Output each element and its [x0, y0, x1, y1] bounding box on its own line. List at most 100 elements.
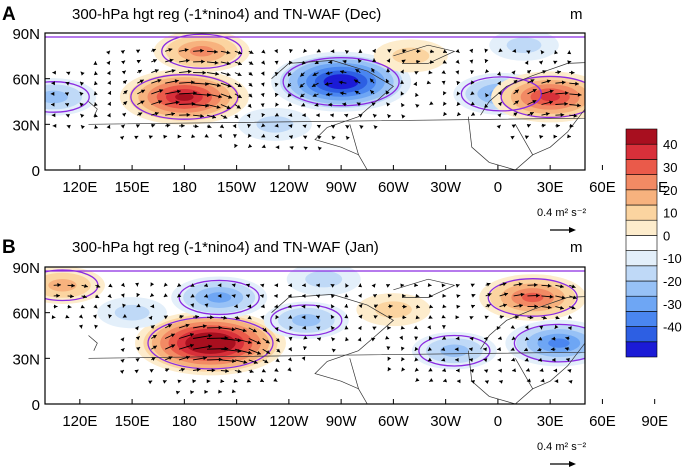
- flux-vector-head: [400, 91, 405, 96]
- flux-vector-head: [373, 114, 377, 118]
- flux-vector-head: [260, 315, 265, 320]
- flux-vector-head: [274, 368, 279, 372]
- flux-vector-head: [65, 114, 70, 118]
- flux-vector-head: [136, 292, 141, 297]
- flux-vector-head: [575, 81, 579, 86]
- flux-vector-head: [388, 315, 393, 320]
- flux-vector-head: [316, 305, 321, 309]
- flux-vector-head: [120, 282, 125, 287]
- significance-contour: [487, 278, 578, 317]
- flux-vector-head: [456, 80, 461, 85]
- flux-vector-head: [400, 80, 405, 84]
- coastline: [271, 60, 394, 156]
- flux-vector-head: [385, 335, 390, 340]
- flux-vector-head: [316, 326, 321, 331]
- flux-vector-head: [204, 283, 208, 288]
- flux-vector-head: [426, 80, 431, 85]
- panel-a-field: [45, 33, 585, 170]
- flux-vector-head: [571, 305, 576, 310]
- flux-vector-head: [331, 304, 335, 309]
- flux-vector-head: [568, 380, 573, 384]
- anomaly-contour-35: [175, 92, 194, 101]
- flux-vector-head: [524, 357, 529, 362]
- colorbar-tick-label: -40: [663, 320, 682, 335]
- flux-vector-head: [340, 70, 344, 74]
- y-tick-label: 60N: [12, 306, 40, 323]
- flux-vector-head: [260, 294, 264, 299]
- flux-vector-head: [200, 114, 204, 118]
- flux-vector-head: [234, 304, 238, 309]
- flux-vector-head: [372, 294, 377, 298]
- flux-vector-head: [344, 314, 349, 319]
- flux-vector-head: [231, 327, 236, 332]
- flux-vector-head: [496, 326, 501, 330]
- flux-vector-head: [511, 357, 516, 362]
- coastline: [88, 117, 585, 125]
- anomaly-contour-10: [506, 37, 542, 53]
- flux-vector-head: [107, 293, 112, 298]
- flux-vector-head: [260, 71, 265, 76]
- flux-vector-head: [388, 304, 393, 309]
- flux-vector-head: [413, 82, 417, 86]
- flux-vector-head: [207, 124, 212, 129]
- flux-vector-head: [497, 102, 502, 106]
- flux-vector-head: [456, 304, 461, 309]
- flux-vector-head: [288, 315, 293, 319]
- anomaly-contour-30: [540, 92, 560, 102]
- flux-vector-head: [233, 379, 238, 383]
- colorbar-segment: [625, 250, 658, 267]
- flux-vector-head: [79, 92, 84, 96]
- significance-contour: [282, 57, 400, 107]
- flux-vector-head: [518, 282, 523, 287]
- panel-b-field: [45, 267, 585, 404]
- flux-vector-head: [441, 70, 446, 74]
- colorbar-tick-label: 30: [663, 160, 677, 175]
- coastline: [480, 296, 585, 390]
- flux-vector-head: [237, 72, 242, 76]
- coastline: [358, 388, 368, 404]
- flux-vector-head: [442, 293, 447, 298]
- flux-vector-head: [556, 123, 560, 128]
- flux-vector-head: [373, 315, 378, 319]
- flux-vector-head: [165, 368, 170, 372]
- flux-vector-head: [567, 50, 572, 55]
- flux-vector-head: [96, 284, 101, 288]
- flux-vector-head: [181, 367, 185, 372]
- flux-vector-head: [66, 124, 71, 129]
- flux-vector-head: [191, 80, 195, 85]
- flux-vector-head: [358, 59, 362, 64]
- flux-vector-head: [288, 347, 292, 352]
- flux-vector-head: [427, 283, 432, 287]
- flux-vector-head: [470, 91, 475, 95]
- flux-vector-head: [260, 92, 265, 97]
- flux-vector-head: [168, 356, 173, 360]
- coastline: [480, 62, 585, 156]
- flux-vector-head: [65, 81, 70, 86]
- flux-vector-head: [415, 377, 420, 382]
- flux-vector-head: [371, 102, 376, 107]
- panel-b-reference-vector: 0.4 m² s⁻²: [537, 441, 587, 467]
- flux-vector-head: [226, 61, 231, 66]
- flux-vector-head: [496, 125, 501, 129]
- flux-vector-head: [497, 347, 501, 352]
- flux-vector-head: [385, 90, 390, 95]
- flux-vector-head: [226, 105, 231, 110]
- flux-vector-head: [242, 328, 247, 333]
- flux-vector-head: [140, 100, 145, 105]
- flux-vector-head: [402, 315, 407, 320]
- flux-vector-head: [288, 293, 292, 298]
- flux-vector-head: [196, 367, 201, 372]
- flux-vector-head: [514, 89, 519, 94]
- flux-vector-head: [443, 101, 447, 106]
- flux-vector-head: [483, 358, 488, 363]
- y-tick-label: 0: [32, 163, 40, 180]
- panel-b-coastlines: [88, 278, 585, 404]
- flux-vector-head: [212, 114, 216, 119]
- flux-vector-head: [191, 134, 195, 139]
- flux-vector-head: [414, 336, 419, 341]
- flux-vector-head: [82, 294, 87, 299]
- flux-vector-head: [414, 357, 419, 362]
- flux-vector-head: [344, 304, 349, 308]
- coastline: [467, 116, 533, 170]
- flux-vector-head: [135, 336, 140, 341]
